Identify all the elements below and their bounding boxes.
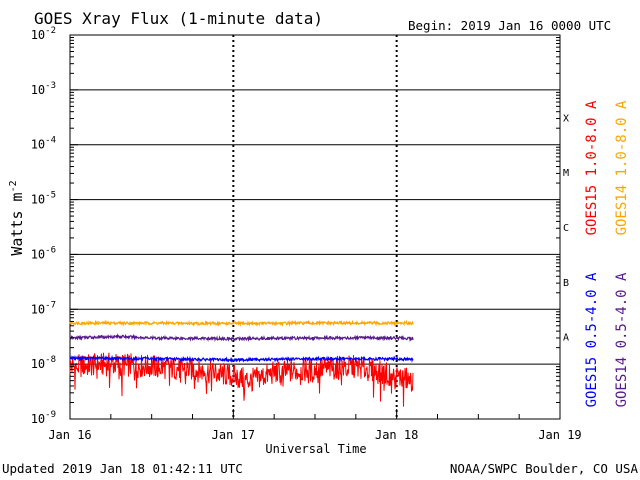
legend-entry: GOES15 0.5-4.0 A <box>584 272 600 407</box>
x-tick-labels: Jan 16 Jan 17 Jan 18 Jan 19 <box>48 428 581 442</box>
x-tick-label: Jan 17 <box>212 428 255 442</box>
series-group <box>69 352 414 407</box>
x-tick-label: Jan 19 <box>538 428 581 442</box>
data-point <box>314 358 315 359</box>
flare-class-label: A <box>563 333 569 344</box>
data-point <box>249 380 250 381</box>
data-point <box>396 337 397 338</box>
data-point <box>396 376 397 377</box>
series-line <box>69 352 414 407</box>
data-point <box>233 338 234 339</box>
series-layer <box>69 319 414 407</box>
y-tick-exponent: -3 <box>45 81 56 91</box>
data-point <box>151 337 152 338</box>
data-point <box>274 372 275 373</box>
footer-credit: NOAA/SWPC Boulder, CO USA <box>450 461 639 476</box>
y-tick-base: 10 <box>31 83 45 97</box>
y-tick-base: 10 <box>31 412 45 426</box>
y-tick-exponent: -4 <box>45 136 56 146</box>
legend: GOES15 1.0-8.0 A GOES14 1.0-8.0 A GOES15 0… <box>584 100 630 407</box>
y-tick-base: 10 <box>31 357 45 371</box>
data-point <box>151 358 152 359</box>
series-group <box>69 333 414 343</box>
y-axis-label-sup: -2 <box>8 180 19 192</box>
data-point <box>396 322 397 323</box>
x-axis-label: Universal Time <box>265 442 366 456</box>
y-tick-exponent: -2 <box>45 26 56 36</box>
y-tick-exponent: -6 <box>45 245 56 255</box>
y-tick-exponent: -7 <box>45 300 56 310</box>
axis-ticks <box>69 34 561 420</box>
y-axis-label: Watts m-2 <box>8 180 26 255</box>
y-tick-label: 10-3 <box>31 81 56 97</box>
data-point <box>233 376 234 377</box>
data-point <box>151 366 152 367</box>
data-point <box>110 364 111 365</box>
y-tick-labels: 10-210-310-410-510-610-710-810-9 <box>31 26 56 426</box>
data-point <box>69 322 70 323</box>
data-point <box>151 322 152 323</box>
data-point <box>118 336 119 337</box>
series-line <box>69 333 414 343</box>
series-group <box>69 319 414 327</box>
begin-label: Begin: 2019 Jan 16 0000 UTC <box>408 18 611 33</box>
y-tick-base: 10 <box>31 193 45 207</box>
flare-class-label: M <box>563 168 569 179</box>
legend-entry: GOES14 0.5-4.0 A <box>614 272 630 407</box>
y-tick-exponent: -5 <box>45 191 56 201</box>
data-point <box>233 359 234 360</box>
series-group <box>69 354 414 363</box>
legend-entry: GOES14 1.0-8.0 A <box>614 100 630 235</box>
y-tick-base: 10 <box>31 247 45 261</box>
data-point <box>412 338 413 339</box>
data-point <box>314 337 315 338</box>
y-tick-label: 10-5 <box>31 191 56 207</box>
footer-updated: Updated 2019 Jan 18 01:42:11 UTC <box>2 461 243 476</box>
plot-frame <box>69 34 561 420</box>
y-tick-base: 10 <box>31 28 45 42</box>
x-tick-label: Jan 16 <box>48 428 91 442</box>
y-tick-label: 10-4 <box>31 136 56 152</box>
y-tick-label: 10-6 <box>31 245 56 261</box>
data-point <box>314 369 315 370</box>
flare-class-labels: X M C B A <box>563 113 569 343</box>
y-tick-label: 10-7 <box>31 300 56 316</box>
flare-class-label: X <box>563 113 569 124</box>
plot-border <box>69 34 561 420</box>
data-point <box>233 323 234 324</box>
x-tick-label: Jan 18 <box>375 428 418 442</box>
data-point <box>192 369 193 370</box>
flare-class-label: B <box>563 278 569 289</box>
y-tick-label: 10-9 <box>31 410 56 426</box>
data-point <box>412 322 413 323</box>
data-point <box>314 322 315 323</box>
series-line <box>69 319 414 327</box>
y-axis-label-base: Watts m <box>8 192 26 255</box>
y-tick-label: 10-8 <box>31 355 56 371</box>
data-point <box>355 366 356 367</box>
chart-title: GOES Xray Flux (1-minute data) <box>34 9 323 28</box>
y-tick-exponent: -8 <box>45 355 56 365</box>
y-tick-label: 10-2 <box>31 26 56 42</box>
data-point <box>412 359 413 360</box>
y-tick-base: 10 <box>31 138 45 152</box>
grid-lines <box>70 35 560 419</box>
data-point <box>69 357 70 358</box>
legend-entry: GOES15 1.0-8.0 A <box>584 100 600 235</box>
flare-class-label: C <box>563 223 569 234</box>
series-line <box>69 354 414 363</box>
y-tick-base: 10 <box>31 302 45 316</box>
y-tick-exponent: -9 <box>45 410 56 420</box>
data-point <box>412 380 413 381</box>
data-point <box>396 358 397 359</box>
